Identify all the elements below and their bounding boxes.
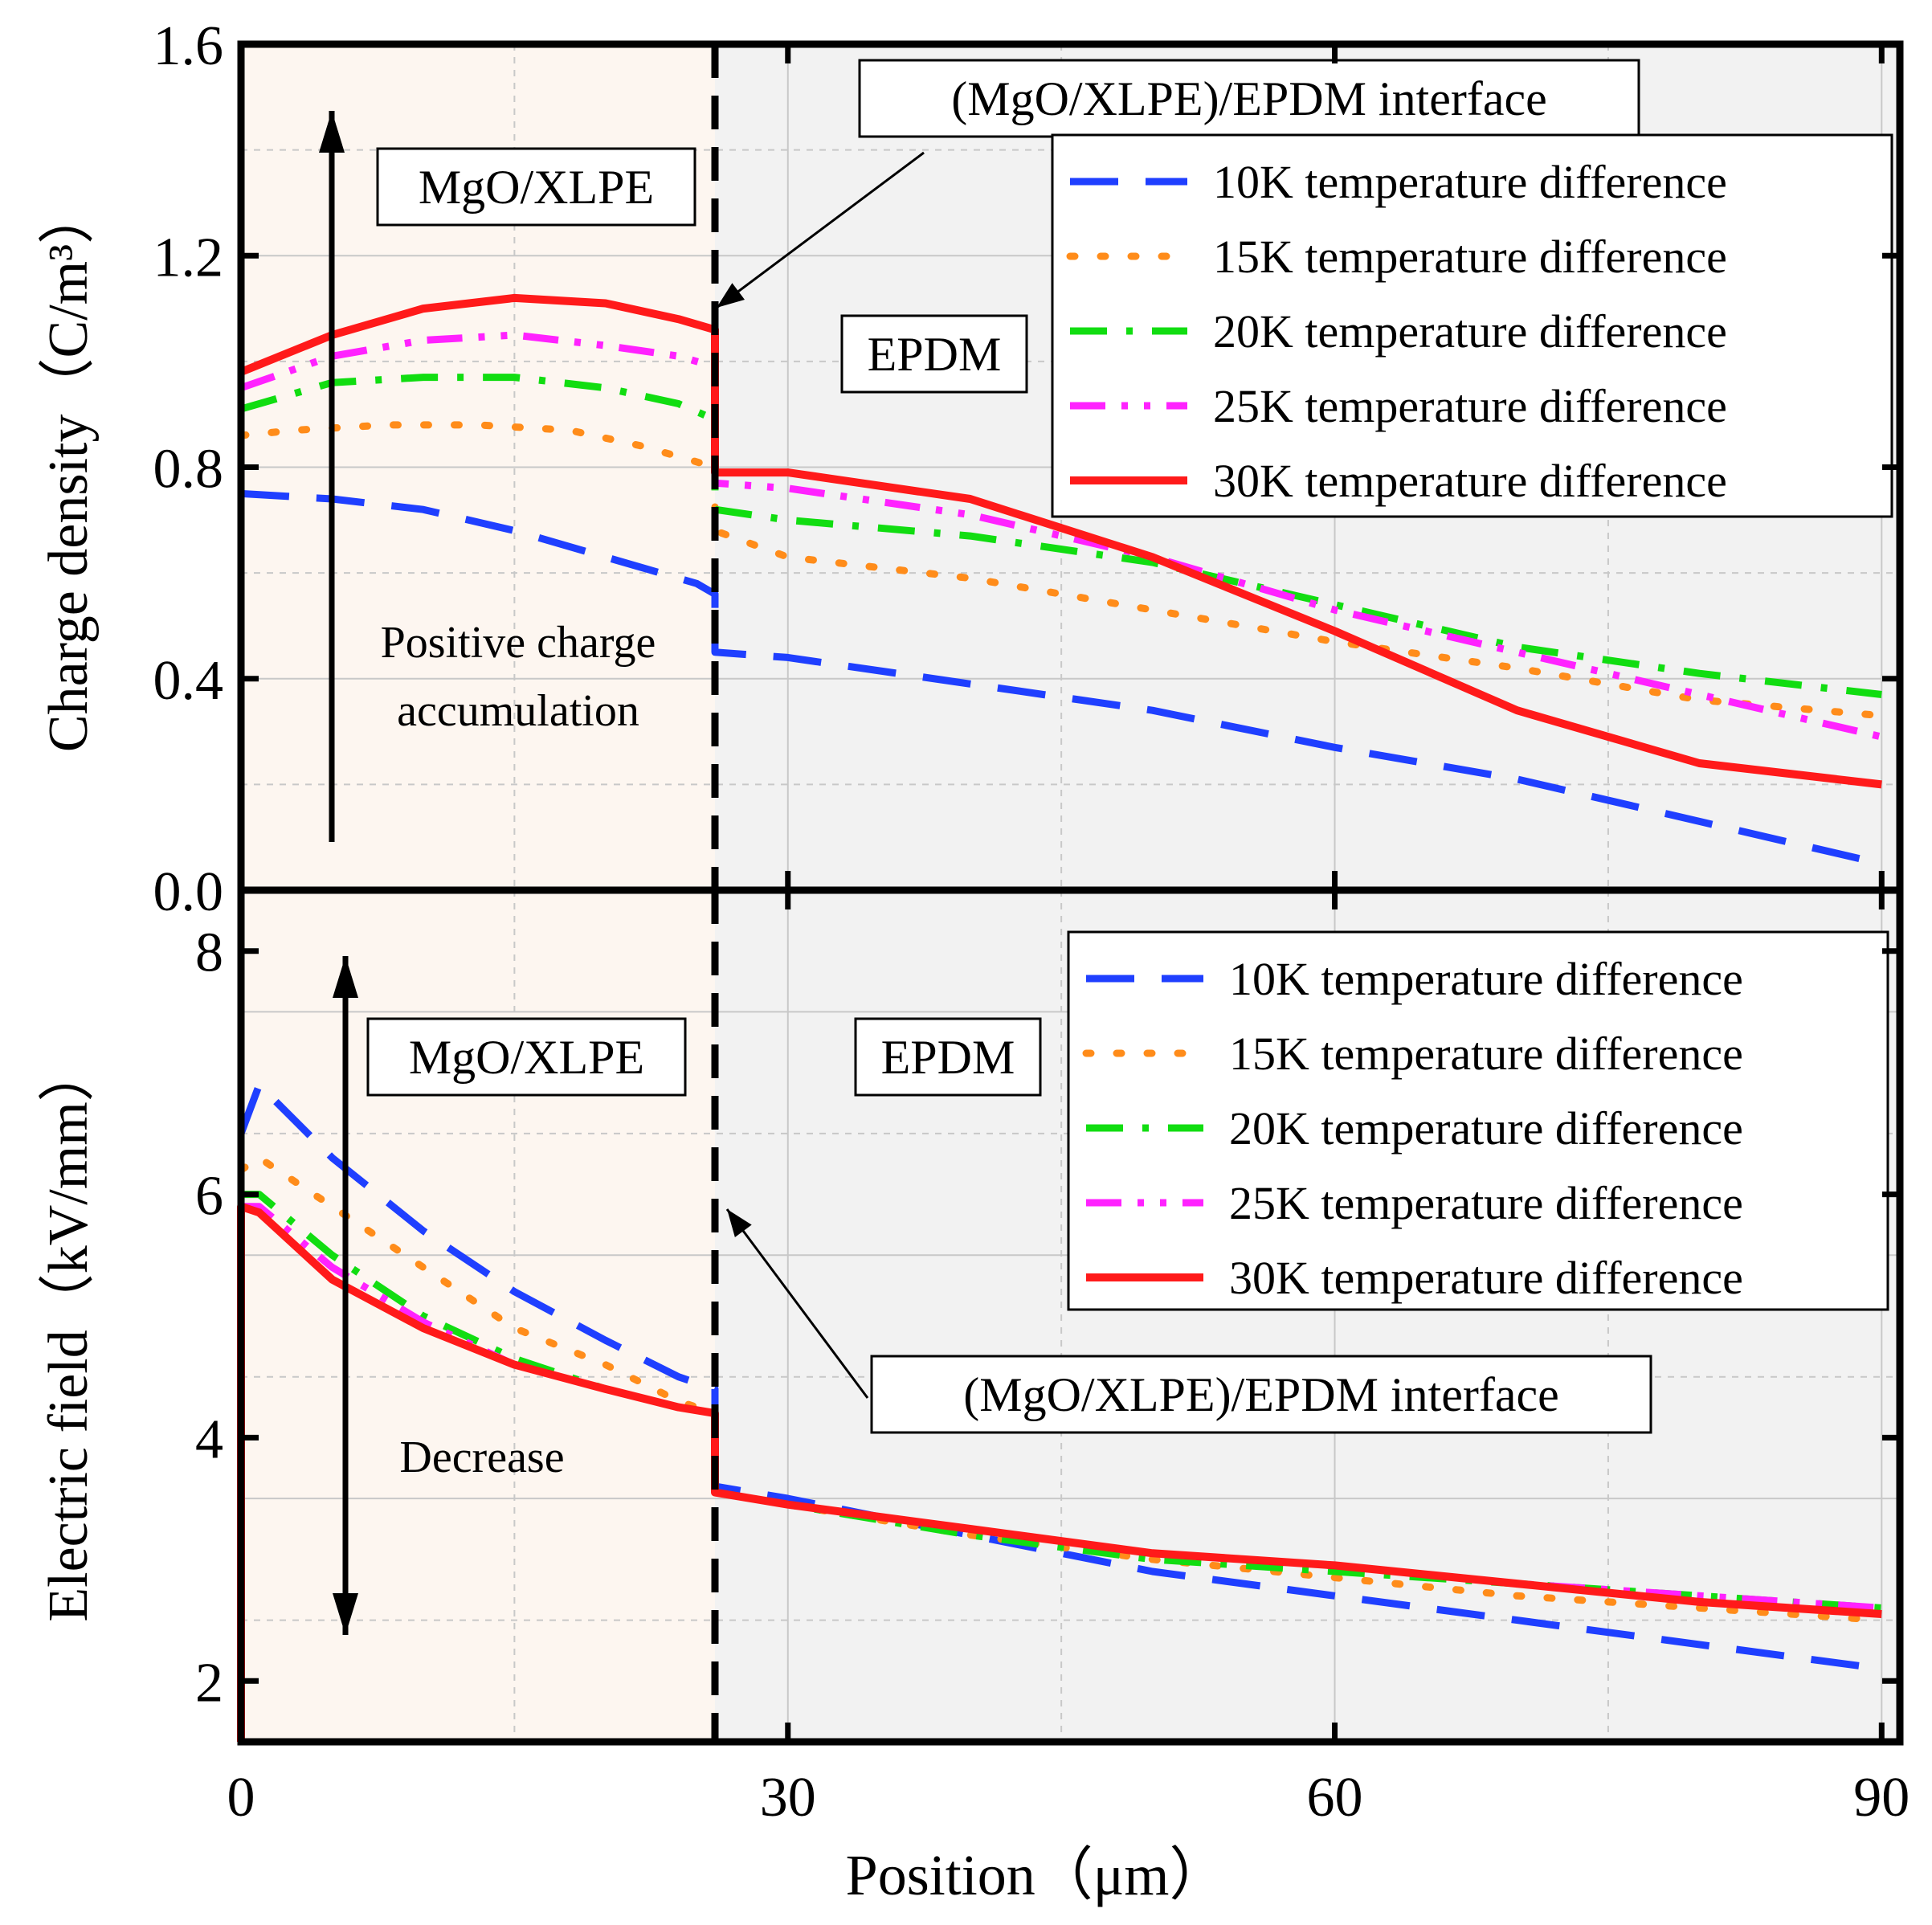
top-interface-label: (MgO/XLPE)/EPDM interface bbox=[951, 72, 1547, 125]
bot-ytick-label: 8 bbox=[195, 922, 223, 984]
bot-epdm-label-box bbox=[854, 1017, 1042, 1097]
bot-legend-label-20k: 20K temperature difference bbox=[1229, 1102, 1743, 1155]
bot-trend-arrow-head-up bbox=[333, 956, 358, 998]
bot-xlpe-label-box bbox=[366, 1017, 687, 1097]
bot-xlpe-label: MgO/XLPE bbox=[409, 1031, 644, 1084]
top-legend-label-15k: 15K temperature difference bbox=[1213, 231, 1727, 283]
bot-legend-label-25k: 25K temperature difference bbox=[1229, 1177, 1743, 1229]
top-ytick-label: 1.2 bbox=[153, 227, 224, 288]
bot-plot-frame bbox=[237, 886, 1904, 1746]
xtick-label: 90 bbox=[1853, 1767, 1910, 1829]
top-ytick-label: 1.6 bbox=[153, 15, 224, 77]
top-xlpe-label: MgO/XLPE bbox=[419, 161, 654, 214]
bot-legend-label-10k: 10K temperature difference bbox=[1229, 953, 1743, 1005]
top-ytick-label: 0.0 bbox=[153, 861, 224, 923]
top-epdm-label-box bbox=[840, 314, 1028, 394]
top-ytick-label: 0.4 bbox=[153, 650, 224, 712]
bot-interface-label: (MgO/XLPE)/EPDM interface bbox=[963, 1368, 1559, 1421]
bot-ytick-label: 2 bbox=[195, 1652, 223, 1714]
bot-legend-label-15k: 15K temperature difference bbox=[1229, 1028, 1743, 1080]
charge-density-axis-label: Charge density（C/m³） bbox=[38, 188, 100, 752]
position-axis-label: Position（μm） bbox=[846, 1843, 1227, 1907]
top-interface-pointer bbox=[716, 151, 925, 309]
top-trend-arrow-head bbox=[319, 111, 345, 153]
bot-legend-box bbox=[1067, 930, 1889, 1311]
top-interface-pointer-head bbox=[717, 283, 745, 308]
electric-field-axis-label: Electric field（kV/mm） bbox=[38, 1045, 100, 1621]
bot-interface-pointer bbox=[725, 1208, 869, 1399]
top-legend-label-30k: 30K temperature difference bbox=[1213, 455, 1727, 507]
top-legend-label-10k: 10K temperature difference bbox=[1213, 156, 1727, 208]
xtick-label: 60 bbox=[1307, 1767, 1363, 1829]
top-ytick-label: 0.8 bbox=[153, 439, 224, 501]
top-series-10k-line bbox=[240, 489, 1883, 868]
top-annotation-line: accumulation bbox=[397, 686, 639, 736]
bot-annotation-line: Decrease bbox=[399, 1433, 564, 1482]
xtick-label: 30 bbox=[760, 1767, 816, 1829]
top-series-20k-line bbox=[239, 374, 1882, 698]
top-epdm-label: EPDM bbox=[868, 328, 1002, 381]
top-legend-label-25k: 25K temperature difference bbox=[1213, 380, 1727, 432]
bot-trend-arrow-head-down bbox=[333, 1593, 358, 1635]
bot-interface-label-box bbox=[870, 1355, 1652, 1434]
top-annotation-line: Positive charge bbox=[381, 618, 656, 668]
xtick-label: 0 bbox=[227, 1767, 255, 1829]
bot-interface-pointer-head bbox=[727, 1209, 752, 1238]
top-legend-box bbox=[1051, 133, 1893, 518]
electric-field-panel: MgO/XLPE EPDM (MgO/XLPE)/EPDM interface Dec… bbox=[195, 886, 1910, 1829]
top-legend-label-20k: 20K temperature difference bbox=[1213, 305, 1727, 358]
bot-ytick-label: 4 bbox=[195, 1408, 223, 1470]
bot-legend-label-30k: 30K temperature difference bbox=[1229, 1252, 1743, 1304]
bot-epdm-label: EPDM bbox=[881, 1031, 1015, 1084]
top-xlpe-label-box bbox=[376, 147, 696, 227]
bot-ytick-label: 6 bbox=[195, 1166, 223, 1228]
charge-density-panel: MgO/XLPE EPDM (MgO/XLPE)/EPDM interface Pos… bbox=[153, 15, 1904, 923]
